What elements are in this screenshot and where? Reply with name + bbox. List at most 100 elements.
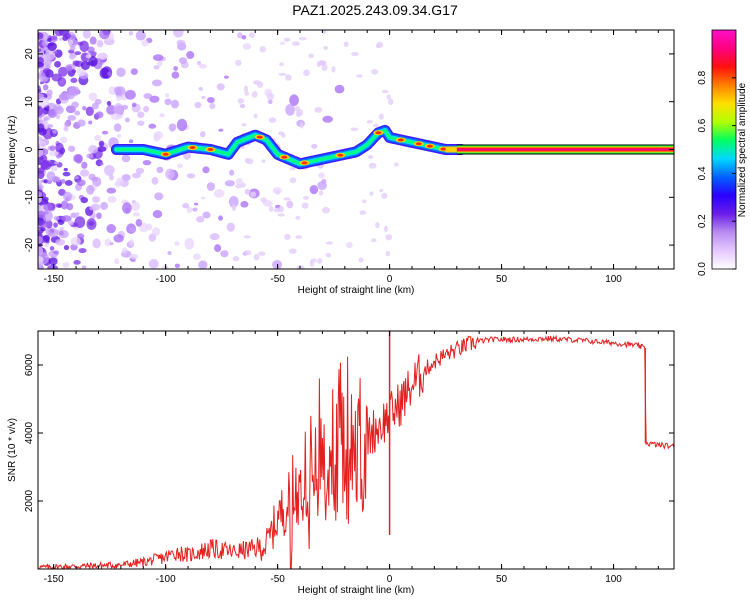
noise-blob	[113, 234, 124, 243]
noise-blob	[275, 190, 280, 195]
noise-blob	[79, 169, 90, 177]
noise-blob	[231, 204, 237, 212]
noise-blob	[239, 104, 246, 109]
noise-blob	[184, 237, 195, 250]
noise-blob	[299, 122, 304, 129]
snr-series	[38, 331, 674, 569]
noise-blob	[381, 89, 389, 94]
noise-blob	[152, 54, 164, 62]
noise-blob	[286, 200, 294, 209]
noise-blob	[371, 68, 378, 75]
noise-blob	[41, 223, 48, 228]
noise-blob	[96, 52, 107, 60]
noise-blob	[38, 48, 42, 53]
noise-blob	[133, 212, 140, 217]
noise-blob	[323, 45, 329, 50]
noise-blob	[283, 37, 291, 42]
noise-blob	[56, 177, 61, 183]
noise-blob	[48, 257, 58, 266]
noise-blob	[55, 203, 63, 208]
noise-blob	[162, 265, 169, 269]
noise-blob	[197, 60, 202, 65]
noise-blob	[74, 110, 81, 116]
noise-blob	[174, 263, 180, 268]
noise-blob	[176, 163, 184, 169]
noise-blob	[174, 241, 180, 246]
noise-blob	[192, 207, 198, 212]
noise-blob	[278, 205, 284, 213]
noise-blob	[116, 177, 124, 186]
noise-blob	[38, 236, 43, 244]
noise-blob	[316, 61, 322, 68]
y-tick-label: 6000	[24, 353, 35, 376]
noise-blob	[358, 257, 364, 263]
noise-blob	[121, 104, 129, 110]
ridge-hotspot-core	[301, 161, 308, 165]
noise-blob	[38, 32, 44, 40]
noise-blob	[114, 258, 120, 265]
noise-blob	[131, 172, 141, 179]
snr-line	[38, 334, 674, 569]
ridge-hotspot-core	[426, 144, 433, 148]
noise-blob	[206, 182, 215, 191]
noise-blob	[85, 54, 92, 59]
noise-blob	[41, 39, 49, 47]
noise-blob	[50, 165, 58, 172]
noise-blob	[281, 133, 286, 138]
noise-blob	[100, 201, 108, 210]
noise-blob	[178, 57, 188, 64]
noise-blob	[114, 86, 122, 95]
noise-blob	[42, 84, 49, 91]
x-tick-label: 100	[605, 274, 622, 285]
noise-blob	[318, 190, 324, 196]
ridge-hotspot-core	[207, 148, 214, 151]
noise-blob	[71, 101, 79, 109]
noise-blob	[130, 68, 138, 76]
spectrogram-x-ticks: -150 -100 -50 0 50 100	[44, 30, 659, 285]
noise-blob	[55, 238, 66, 246]
noise-blob	[99, 67, 110, 79]
noise-blob	[137, 120, 145, 126]
noise-blob	[78, 247, 87, 254]
x-tick-label: -150	[44, 574, 64, 585]
noise-blob	[143, 105, 150, 113]
noise-blob	[198, 260, 208, 269]
x-tick-label: 0	[387, 574, 393, 585]
x-tick-label: -50	[270, 274, 285, 285]
noise-blob	[198, 86, 203, 91]
noise-blob	[63, 191, 73, 202]
noise-blob	[49, 229, 55, 233]
noise-blob	[68, 86, 80, 97]
noise-blob	[86, 185, 95, 195]
ridge-hotspot-core	[397, 138, 404, 142]
noise-blob	[80, 61, 91, 70]
noise-blob	[193, 202, 199, 206]
noise-blob	[196, 215, 205, 223]
noise-blob	[159, 113, 165, 118]
noise-blob	[285, 74, 292, 81]
noise-blob	[129, 253, 139, 260]
noise-blob	[288, 248, 297, 254]
noise-blob	[128, 31, 134, 36]
noise-blob	[375, 44, 382, 49]
noise-blob	[59, 227, 64, 231]
noise-blob	[218, 128, 224, 132]
snr-y-label: SNR (10 * v/v)	[7, 418, 18, 482]
noise-blob	[244, 91, 250, 96]
noise-blob	[272, 260, 283, 269]
spectrogram-y-ticks: -20 -10 0 10 20	[24, 48, 674, 252]
noise-blob	[331, 66, 336, 73]
x-tick-label: 50	[496, 274, 508, 285]
noise-blob	[209, 233, 220, 241]
noise-blob	[46, 171, 56, 181]
noise-blob	[71, 69, 77, 74]
noise-blob	[167, 251, 172, 256]
noise-blob	[182, 202, 190, 209]
noise-blob	[228, 195, 239, 208]
noise-blob	[53, 50, 58, 54]
noise-blob	[206, 97, 215, 104]
noise-blob	[243, 250, 252, 256]
noise-blob	[116, 134, 122, 138]
noise-blob	[121, 154, 131, 163]
noise-blob	[38, 105, 44, 117]
